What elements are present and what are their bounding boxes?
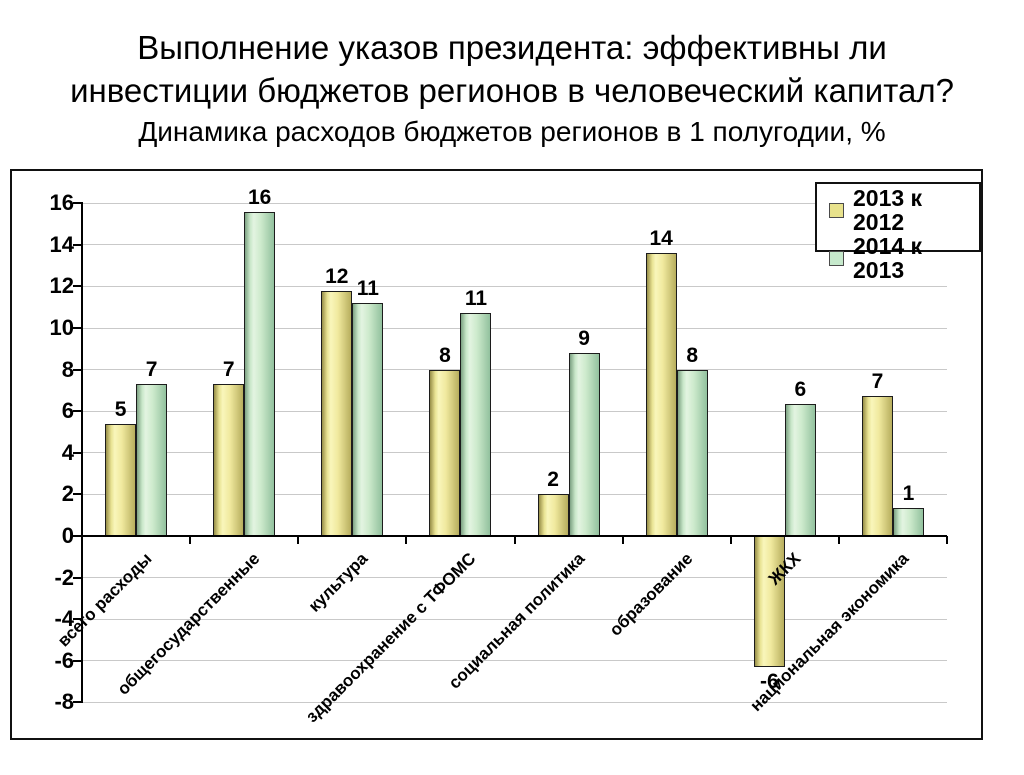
legend-swatch-2013-icon	[829, 202, 844, 218]
bar-2014-к-2013-7	[784, 403, 816, 536]
gridline	[82, 577, 947, 579]
bar-2013-к-2012-7	[753, 536, 785, 668]
bar-2014-к-2013-6	[676, 369, 708, 536]
x-axis-tick	[189, 536, 192, 544]
gridline	[82, 701, 947, 703]
gridline	[82, 410, 947, 412]
y-axis-tick-label: 2	[61, 481, 74, 507]
bar-value-label: 11	[464, 287, 488, 311]
y-axis-tick	[73, 451, 82, 454]
chart-frame: 16 14 12 10 8 6 4 2 0 -2 -4 -6 -8 5 7 12 8 2 14 -6 7 7 16 11 11 9…	[10, 169, 983, 740]
y-axis-tick	[73, 202, 82, 205]
bar-value-label: 1	[902, 481, 915, 505]
gridline	[82, 327, 947, 329]
bar-2014-к-2013-4	[460, 313, 492, 536]
gridline	[82, 244, 947, 246]
legend-label-2013: 2013 к 2012	[853, 185, 923, 235]
bar-2014-к-2013-3	[352, 303, 384, 536]
y-axis-tick	[73, 285, 82, 288]
chart-subtitle: Динамика расходов бюджетов регионов в 1 …	[138, 116, 886, 147]
x-axis-tick	[405, 536, 408, 544]
bar-2013-к-2012-6	[645, 253, 677, 536]
x-axis-tick	[297, 536, 300, 544]
bar-value-label: 7	[871, 369, 884, 393]
y-axis-tick-label: 12	[49, 273, 74, 299]
bar-value-label: 7	[145, 358, 158, 382]
bar-value-label: 11	[356, 277, 379, 301]
x-axis-tick	[81, 536, 83, 544]
y-axis-tick	[73, 535, 82, 537]
y-axis-tick-label: -4	[54, 606, 74, 632]
bar-2013-к-2012-1	[105, 423, 137, 536]
category-label: национальная экономика	[746, 549, 913, 716]
category-label: культура	[305, 549, 372, 616]
y-axis-tick-label: 6	[61, 398, 74, 424]
y-axis-tick-label: 0	[61, 523, 74, 548]
y-axis-tick-label: -6	[54, 647, 74, 673]
bar-2013-к-2012-2	[213, 384, 245, 536]
plot-area: 16 14 12 10 8 6 4 2 0 -2 -4 -6 -8 5 7 12 8 2 14 -6 7 7 16 11 11 9…	[12, 171, 981, 738]
legend-label-2014: 2014 к 2013	[853, 233, 923, 283]
bar-2014-к-2013-8	[892, 507, 924, 536]
page-title-line-1: Выполнение указов президента: эффективны…	[137, 29, 887, 66]
bar-2013-к-2012-4	[429, 369, 461, 536]
bar-2014-к-2013-5	[568, 352, 600, 536]
bar-value-label: 9	[578, 326, 590, 350]
bar-value-label: 8	[439, 343, 451, 367]
y-axis-tick-label: -8	[54, 689, 74, 715]
y-axis-tick-label: 4	[61, 439, 74, 465]
page-title-line-2: инвестиции бюджетов регионов в человечес…	[70, 72, 954, 109]
y-axis-tick	[73, 618, 82, 621]
y-axis-line	[81, 202, 83, 704]
y-axis-tick	[73, 576, 82, 579]
y-axis-tick-label: 14	[49, 231, 74, 257]
y-axis-tick	[73, 327, 82, 329]
bar-2013-к-2012-3	[321, 290, 353, 536]
category-label: здравоохранение с ТФОМС	[302, 549, 480, 727]
legend-item-2014: 2014 к 2013	[829, 234, 979, 282]
x-axis-tick	[946, 536, 948, 544]
gridline	[82, 618, 947, 620]
y-axis-tick-label: -2	[54, 564, 74, 590]
bar-value-label: 6	[794, 377, 807, 401]
y-axis-tick	[73, 243, 82, 246]
gridline	[82, 493, 947, 495]
bar-value-label: 2	[547, 468, 559, 492]
y-axis-tick	[73, 493, 82, 496]
gridline	[82, 369, 947, 371]
bar-2013-к-2012-5	[537, 494, 569, 536]
y-axis-tick	[73, 701, 82, 704]
y-axis-tick-label: 16	[49, 190, 74, 216]
bar-value-label: 8	[686, 343, 699, 367]
gridline	[82, 285, 947, 287]
x-axis-tick	[837, 536, 840, 544]
category-label: социальная политика	[444, 549, 588, 693]
x-axis-tick	[513, 536, 516, 544]
bar-value-label: -6	[759, 670, 779, 694]
bar-value-label: 7	[222, 358, 235, 382]
legend-item-2013: 2013 к 2012	[829, 186, 979, 234]
x-axis-tick	[621, 536, 624, 544]
x-axis-tick	[729, 536, 732, 544]
category-label: образование	[605, 549, 697, 640]
slide-title-block: Выполнение указов президента: эффективны…	[0, 26, 1024, 152]
bar-value-label: 16	[248, 185, 272, 209]
gridline	[82, 660, 947, 662]
bar-value-label: 14	[649, 227, 673, 251]
bar-2013-к-2012-8	[861, 395, 893, 536]
bar-value-label: 12	[325, 264, 349, 288]
legend: 2013 к 2012 2014 к 2013	[815, 182, 981, 282]
bar-value-label: 5	[114, 397, 127, 421]
gridline	[82, 202, 947, 204]
y-axis-tick-label: 8	[61, 356, 74, 382]
gridline	[82, 452, 947, 454]
y-axis-tick-label: 10	[49, 315, 74, 340]
bar-2014-к-2013-2	[244, 211, 276, 536]
y-axis-tick	[73, 659, 82, 662]
y-axis-tick	[73, 410, 82, 413]
legend-swatch-2014-icon	[829, 250, 844, 266]
bar-2014-к-2013-1	[136, 384, 168, 536]
y-axis-tick	[73, 368, 82, 371]
